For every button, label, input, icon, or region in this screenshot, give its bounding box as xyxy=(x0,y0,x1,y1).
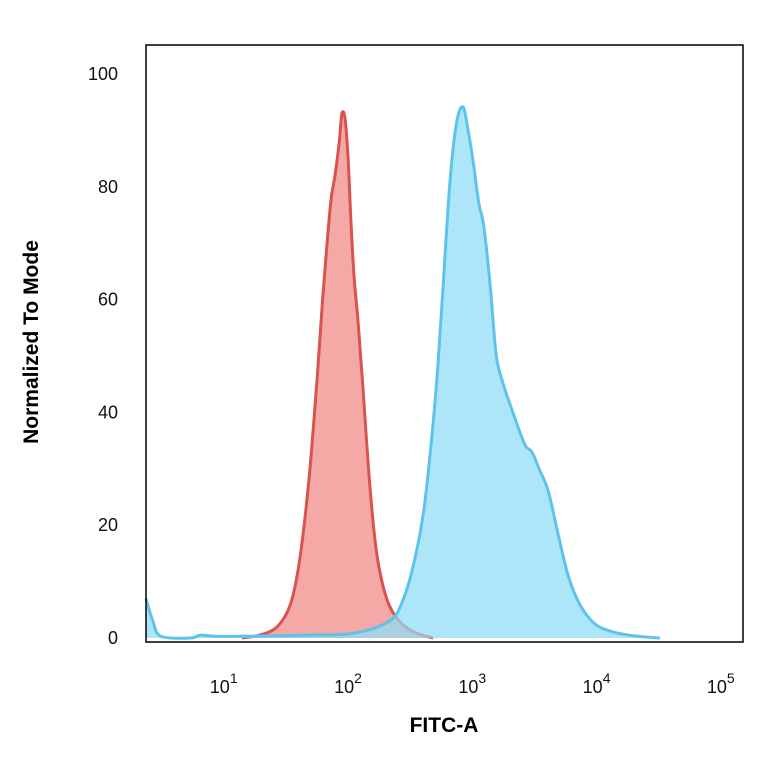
series-1-area xyxy=(241,111,434,639)
series-2-line xyxy=(144,105,661,640)
y-tick-label: 0 xyxy=(108,628,118,648)
x-axis-ticks: 101 102 103 104 105 xyxy=(210,670,735,697)
x-axis-title: FITC-A xyxy=(410,714,479,737)
y-tick-label: 100 xyxy=(88,64,118,84)
y-axis-ticks: 0 20 40 60 80 100 xyxy=(88,64,118,648)
y-tick-label: 20 xyxy=(98,515,118,535)
x-tick-label: 105 xyxy=(707,670,735,697)
series-1-line xyxy=(241,110,434,640)
series-layer xyxy=(144,105,661,640)
y-axis-title: Normalized To Mode xyxy=(20,240,43,444)
plot-frame xyxy=(145,44,744,643)
x-tick-label: 104 xyxy=(583,670,611,697)
y-tick-label: 80 xyxy=(98,177,118,197)
x-tick-label: 103 xyxy=(458,670,486,697)
y-tick-label: 60 xyxy=(98,290,118,310)
y-tick-label: 40 xyxy=(98,402,118,422)
x-tick-label: 102 xyxy=(334,670,362,697)
x-tick-label: 101 xyxy=(210,670,238,697)
series-2-area xyxy=(146,106,660,639)
